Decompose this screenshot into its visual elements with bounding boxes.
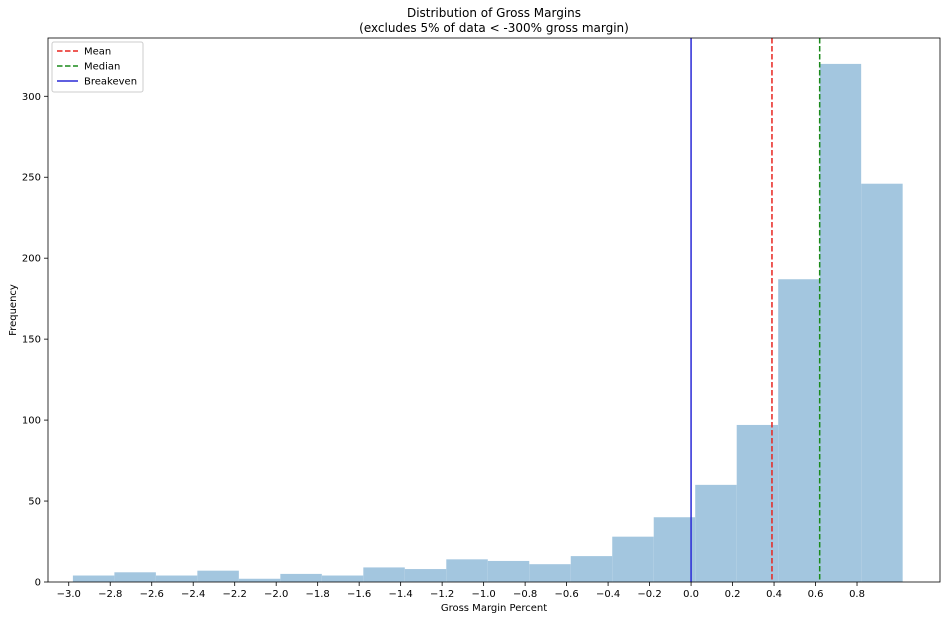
- x-tick-label: −2.4: [181, 589, 205, 600]
- x-tick-label: −2.8: [98, 589, 122, 600]
- x-tick-label: 0.6: [808, 589, 824, 600]
- y-tick-label: 250: [22, 173, 41, 184]
- x-tick-label: −1.8: [306, 589, 330, 600]
- histogram-bar: [197, 570, 239, 582]
- histogram-bar: [529, 564, 571, 582]
- legend: Mean Median Breakeven: [51, 41, 144, 93]
- histogram-bar: [861, 183, 903, 582]
- x-axis-ticks: −3.0 −2.8 −2.6 −2.4 −2.2 −2.0 −1.8 −1.6 −1.4 −1.2…: [57, 582, 865, 600]
- y-axis-label: Frequency: [8, 284, 19, 336]
- histogram-bar: [321, 575, 364, 582]
- x-tick-label: −2.0: [264, 589, 288, 600]
- bars-group: [72, 63, 903, 582]
- x-tick-label: −1.4: [389, 589, 413, 600]
- plot-frame: [47, 37, 941, 583]
- x-tick-label: 0.8: [849, 589, 865, 600]
- y-tick-label: 50: [28, 497, 41, 508]
- x-axis-label: Gross Margin Percent: [441, 603, 547, 614]
- y-tick-label: 200: [22, 254, 41, 265]
- y-tick-label: 100: [22, 416, 41, 427]
- x-tick-label: −1.6: [347, 589, 371, 600]
- histogram-bar: [778, 279, 820, 582]
- histogram-bar: [653, 517, 696, 582]
- y-tick-label: 150: [22, 335, 41, 346]
- x-tick-label: −0.2: [637, 589, 661, 600]
- reference-lines-group: [690, 38, 821, 582]
- histogram-bar: [280, 573, 322, 582]
- histogram-bar: [238, 578, 281, 582]
- histogram-bar: [695, 484, 737, 582]
- histogram-bar: [570, 556, 613, 582]
- chart-title: Distribution of Gross Margins: [407, 6, 581, 20]
- y-tick-label: 0: [35, 578, 41, 589]
- x-tick-label: −0.6: [554, 589, 578, 600]
- x-tick-label: 0.2: [725, 589, 741, 600]
- x-tick-label: −1.0: [471, 589, 495, 600]
- x-tick-label: −1.2: [430, 589, 454, 600]
- legend-label-breakeven: Breakeven: [84, 77, 137, 88]
- histogram-bar: [404, 569, 447, 582]
- histogram-bar: [487, 560, 530, 582]
- histogram-bar: [155, 575, 198, 582]
- x-tick-label: 0.4: [766, 589, 782, 600]
- x-tick-label: −2.2: [223, 589, 247, 600]
- histogram-bar: [819, 63, 862, 582]
- y-axis-ticks: 0 50 100 150 200 250 300: [22, 92, 48, 589]
- legend-label-mean: Mean: [84, 47, 111, 58]
- chart-subtitle: (excludes 5% of data < -300% gross margi…: [359, 21, 629, 35]
- histogram-bar: [114, 572, 156, 582]
- x-tick-label: −2.6: [140, 589, 164, 600]
- histogram-bar: [446, 559, 488, 582]
- x-tick-label: −0.8: [513, 589, 537, 600]
- x-tick-label: −0.4: [596, 589, 620, 600]
- histogram-bar: [612, 536, 654, 582]
- legend-box: [51, 41, 144, 93]
- y-tick-label: 300: [22, 92, 41, 103]
- legend-label-median: Median: [84, 62, 120, 73]
- histogram-bar: [72, 575, 115, 582]
- x-tick-label: −3.0: [57, 589, 81, 600]
- x-tick-label: 0.0: [683, 589, 699, 600]
- histogram-bar: [363, 567, 405, 582]
